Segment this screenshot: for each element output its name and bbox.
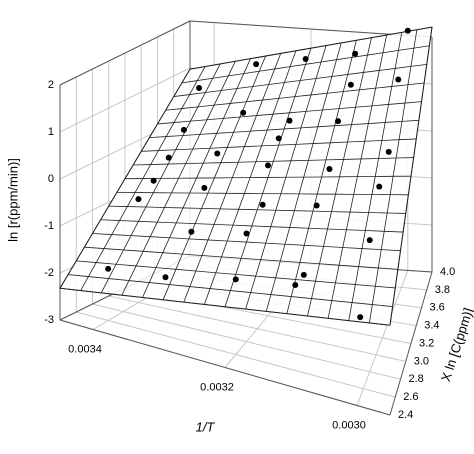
surface-line <box>133 157 414 166</box>
z-axis-title: ln [r(ppm/min)] <box>5 158 20 242</box>
data-point <box>326 165 333 172</box>
x-axis-title: 1/T <box>196 419 216 434</box>
y-tick-label: 2.8 <box>409 373 424 385</box>
box-edge <box>59 20 191 86</box>
z-tick-label: 0 <box>48 173 54 185</box>
x-tick-label: 0.0030 <box>332 419 366 431</box>
x-tick-label: 0.0032 <box>200 381 234 393</box>
data-point <box>313 202 320 209</box>
data-point <box>265 162 271 169</box>
data-point <box>165 154 172 161</box>
surface-line <box>265 42 342 312</box>
surface-line <box>124 175 412 180</box>
y-axis-title: X ln [C(ppm)] <box>438 306 474 383</box>
y-tick-label: 3.6 <box>430 302 445 314</box>
data-point <box>253 61 260 68</box>
box-edge <box>59 319 391 416</box>
data-point <box>240 109 247 116</box>
surface-line <box>173 64 427 97</box>
y-tick-label: 3.8 <box>435 284 450 296</box>
data-point <box>201 184 208 191</box>
y-tick-label: 3.2 <box>419 337 434 349</box>
surface-line <box>149 119 419 139</box>
data-point <box>162 274 169 281</box>
data-point <box>232 276 239 283</box>
data-point <box>385 148 392 155</box>
data-point <box>196 84 203 91</box>
data-point <box>302 55 309 62</box>
data-point <box>243 230 250 237</box>
data-point <box>357 314 364 321</box>
grid-line <box>108 295 406 362</box>
box-edge <box>389 271 433 416</box>
y-tick-label: 2.4 <box>398 409 413 421</box>
y-tick-label: 2.6 <box>403 391 418 403</box>
data-point <box>404 27 411 34</box>
data-point <box>150 177 157 184</box>
surface-line <box>141 138 417 152</box>
data-point <box>259 201 266 208</box>
data-point <box>180 126 187 133</box>
surface-line <box>189 26 433 70</box>
data-point <box>376 183 383 190</box>
surface-line <box>327 34 388 319</box>
surface-line <box>307 37 372 317</box>
surface-line <box>368 29 418 323</box>
z-tick-label: 2 <box>48 79 54 91</box>
data-point <box>352 50 359 57</box>
surface-line <box>245 45 327 310</box>
data-point <box>300 271 307 278</box>
data-point <box>286 117 293 124</box>
surface-line <box>157 101 422 125</box>
grid-line <box>76 311 396 398</box>
surface-line <box>286 40 357 314</box>
data-point <box>105 265 112 272</box>
data-point <box>188 228 195 235</box>
data-point <box>335 118 342 125</box>
y-tick-label: 3.4 <box>424 320 439 332</box>
surface-line <box>348 32 403 321</box>
data-point <box>395 76 402 83</box>
surface-line <box>165 82 425 111</box>
grid-line <box>92 303 401 380</box>
z-tick-label: -2 <box>44 267 54 279</box>
z-tick-label: -1 <box>44 220 54 232</box>
data-point <box>214 150 221 157</box>
surface-line <box>181 45 430 84</box>
surface-line <box>389 27 433 326</box>
data-point <box>366 237 373 244</box>
data-point <box>292 282 299 289</box>
z-tick-label: 1 <box>48 126 54 138</box>
y-tick-label: 3.0 <box>414 355 429 367</box>
y-tick-label: 4.0 <box>440 266 455 278</box>
z-tick-label: -3 <box>44 314 54 326</box>
x-tick-label: 0.0034 <box>68 343 102 355</box>
data-point <box>275 135 282 142</box>
data-point <box>135 196 142 203</box>
data-point <box>347 81 354 88</box>
